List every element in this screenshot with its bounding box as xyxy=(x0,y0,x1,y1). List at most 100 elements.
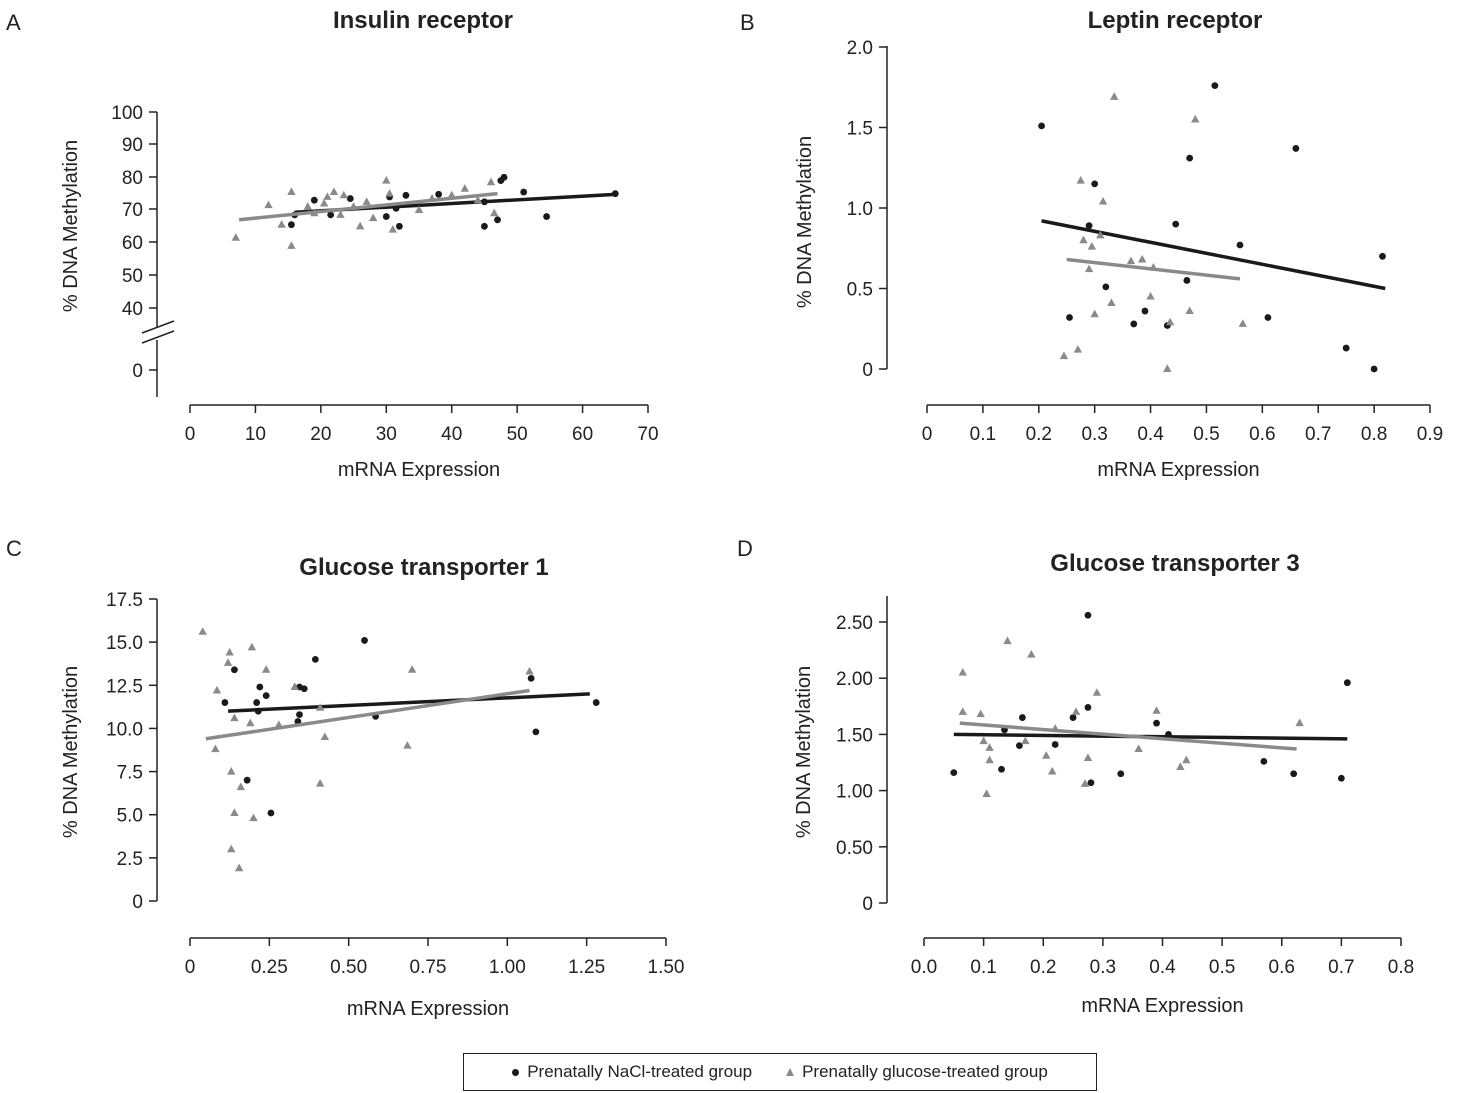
x-tick-label: 0.7 xyxy=(1305,424,1331,445)
trend-line-nacl xyxy=(1041,219,1386,291)
series-glucose xyxy=(1059,92,1247,372)
data-point-circle xyxy=(1069,714,1077,721)
data-point-triangle xyxy=(385,189,394,197)
x-tick-label: 0.6 xyxy=(1269,957,1295,978)
data-point-circle xyxy=(950,769,958,777)
trend-line-glucose xyxy=(238,191,498,222)
data-point-circle xyxy=(1337,774,1345,782)
y-axis-label: % DNA Methylation xyxy=(793,666,815,838)
y-tick-label: 80 xyxy=(122,168,143,189)
data-point-triangle xyxy=(247,642,257,651)
data-point-triangle xyxy=(1003,636,1012,645)
panel-letter: D xyxy=(737,536,753,561)
data-point-triangle xyxy=(1083,753,1093,762)
x-tick-label: 0.1 xyxy=(970,424,996,445)
data-point-circle xyxy=(253,699,261,706)
x-tick-label: 0.8 xyxy=(1361,424,1387,445)
legend-label-nacl: Prenatally NaCl-treated group xyxy=(527,1062,753,1081)
data-point-circle xyxy=(1016,742,1023,750)
data-point-triangle xyxy=(473,195,483,204)
data-point-circle xyxy=(262,692,270,700)
series-glucose xyxy=(198,627,534,872)
data-point-triangle xyxy=(246,718,255,727)
data-point-circle xyxy=(382,213,390,220)
x-tick-label: 0.6 xyxy=(1249,424,1275,445)
data-point-circle xyxy=(520,188,528,196)
data-point-circle xyxy=(1370,365,1378,373)
data-point-triangle xyxy=(1098,196,1108,205)
data-point-triangle xyxy=(1137,254,1147,263)
data-point-circle xyxy=(1183,277,1191,284)
data-point-triangle xyxy=(1146,291,1155,300)
data-point-triangle xyxy=(460,184,469,192)
y-tick-label: 0.50 xyxy=(836,838,873,859)
y-tick-label: 0 xyxy=(862,894,873,915)
chart-title: Glucose transporter 1 xyxy=(299,554,548,581)
data-point-triangle xyxy=(1059,351,1069,360)
legend: Prenatally NaCl-treated group Prenatally… xyxy=(463,1053,1097,1091)
y-tick-label: 0 xyxy=(862,360,873,381)
data-point-circle xyxy=(231,666,238,674)
x-tick-label: 0.1 xyxy=(970,957,996,978)
data-point-triangle xyxy=(1073,345,1083,353)
data-point-triangle xyxy=(1027,649,1036,658)
data-point-circle xyxy=(1051,741,1059,748)
data-point-triangle xyxy=(355,221,365,230)
x-tick-label: 0.7 xyxy=(1328,957,1354,978)
y-tick-label: 40 xyxy=(122,299,143,320)
data-point-triangle xyxy=(198,627,207,635)
data-point-circle xyxy=(1087,779,1095,787)
x-tick-label: 0.3 xyxy=(1090,957,1116,978)
data-point-circle xyxy=(1260,757,1268,765)
data-point-triangle xyxy=(1152,706,1161,714)
y-axis-label: % DNA Methylation xyxy=(60,140,82,312)
data-point-triangle xyxy=(1047,766,1057,775)
data-point-triangle xyxy=(236,782,245,791)
axis-break-mark xyxy=(141,330,175,344)
panel-c: C Glucose transporter 1 0 0.25 0.50 0.75 1.00 1… xyxy=(6,536,684,1020)
data-point-triangle xyxy=(490,208,499,217)
data-point-circle xyxy=(1102,283,1110,291)
data-point-circle xyxy=(1211,82,1219,90)
data-point-triangle xyxy=(315,703,325,711)
x-tick-label: 0 xyxy=(185,957,196,978)
data-point-triangle xyxy=(1042,751,1051,759)
data-point-triangle xyxy=(303,202,312,210)
data-point-circle xyxy=(1264,314,1272,321)
data-point-circle xyxy=(311,656,319,663)
data-point-triangle xyxy=(277,220,286,228)
x-tick-label: 1.00 xyxy=(489,957,526,978)
data-point-triangle xyxy=(1079,235,1088,244)
x-tick-label: 0.2 xyxy=(1030,957,1056,978)
data-point-triangle xyxy=(414,205,424,213)
y-tick-label: 2.0 xyxy=(847,38,873,59)
data-point-triangle xyxy=(525,666,534,675)
data-point-circle xyxy=(327,211,335,219)
data-point-circle xyxy=(395,222,403,230)
data-point-circle xyxy=(1186,154,1194,162)
y-tick-label: 10.0 xyxy=(106,719,143,740)
x-tick-label: 0.2 xyxy=(1026,424,1052,445)
data-point-circle xyxy=(1117,770,1125,778)
panel-letter: B xyxy=(740,10,755,35)
y-axis-label: % DNA Methylation xyxy=(60,666,82,838)
x-axis-label: mRNA Expression xyxy=(1081,995,1243,1017)
data-point-circle xyxy=(1290,770,1298,778)
data-point-circle xyxy=(543,213,550,220)
data-point-triangle xyxy=(1087,242,1097,250)
x-tick-label: 20 xyxy=(310,424,331,445)
y-tick-label: 90 xyxy=(122,135,143,156)
x-tick-label: 0.8 xyxy=(1388,957,1414,978)
x-tick-label: 0 xyxy=(922,424,933,445)
series-glucose xyxy=(231,176,499,249)
data-point-triangle xyxy=(382,176,391,184)
x-tick-label: 70 xyxy=(637,424,658,445)
data-point-circle xyxy=(1141,307,1149,315)
data-point-circle xyxy=(346,195,354,202)
data-point-triangle xyxy=(1185,306,1194,315)
data-point-triangle xyxy=(979,736,988,745)
data-point-triangle xyxy=(339,190,348,199)
data-point-circle xyxy=(1018,714,1026,721)
data-point-circle xyxy=(1379,252,1386,260)
data-point-circle xyxy=(998,765,1005,773)
